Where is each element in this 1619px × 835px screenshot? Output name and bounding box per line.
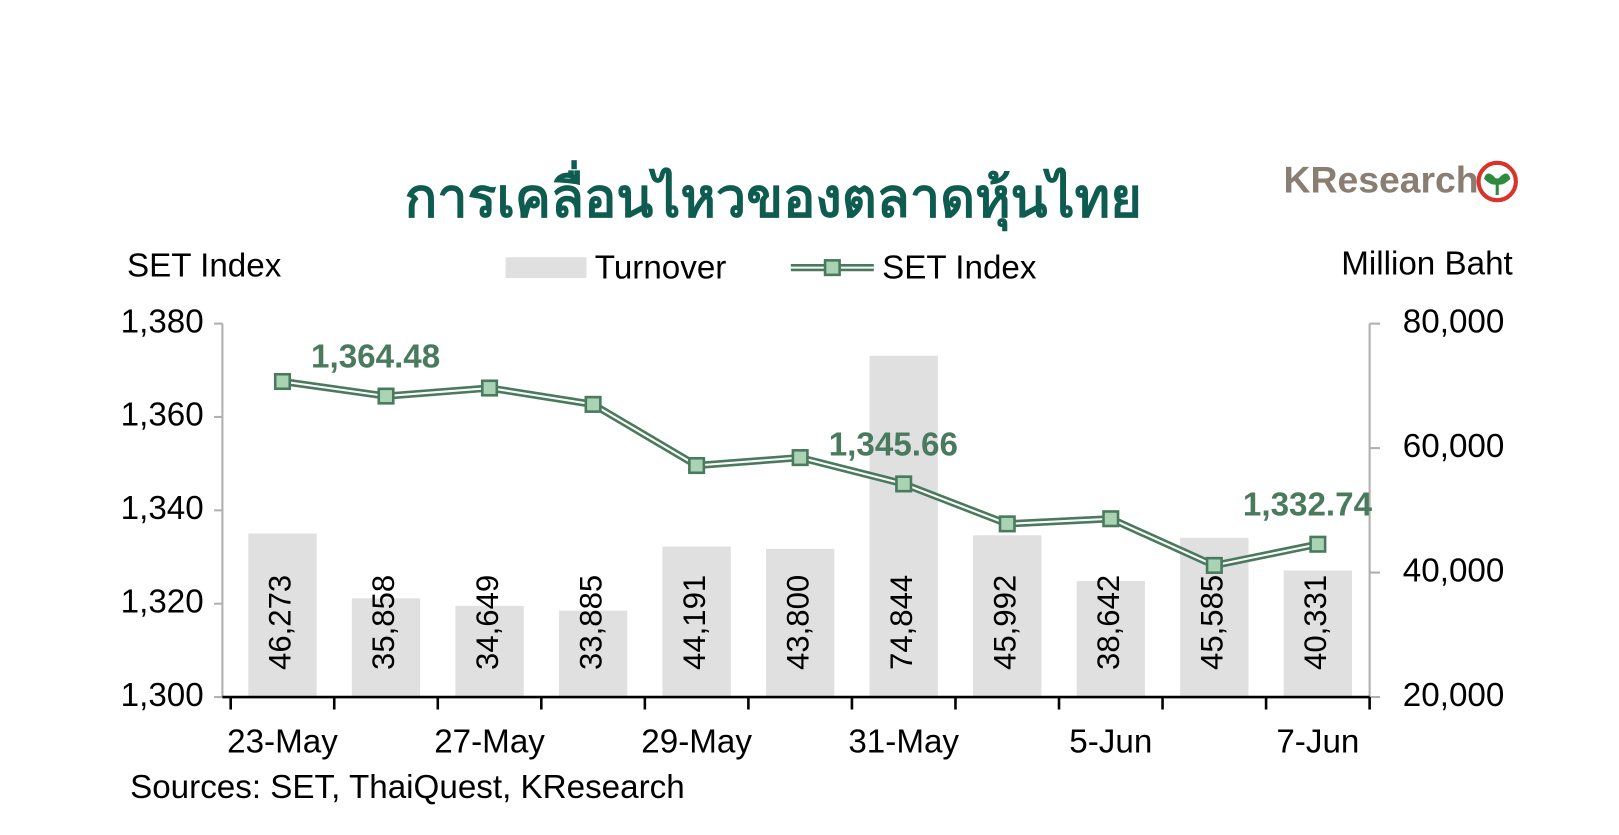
- marker: [1102, 510, 1120, 528]
- legend-label: Turnover: [595, 249, 727, 286]
- bar-value-label: 40,331: [1298, 575, 1333, 670]
- y2-tick-label: 80,000: [1403, 303, 1505, 340]
- bar-value-label: 44,191: [677, 575, 712, 670]
- logo-text: KResearch: [1284, 158, 1479, 200]
- y-tick-label: 1,340: [121, 490, 204, 527]
- line-value-label: 1,364.48: [311, 338, 440, 375]
- marker: [998, 515, 1016, 533]
- x-tick-label: 7-Jun: [1276, 723, 1359, 760]
- marker: [480, 379, 499, 397]
- y2-tick-label: 20,000: [1403, 677, 1505, 714]
- bar: [558, 610, 628, 698]
- marker: [273, 372, 292, 391]
- x-tick-label: 5-Jun: [1069, 723, 1152, 760]
- legend-swatch: [505, 257, 587, 278]
- bar-value-label: 74,844: [884, 575, 919, 670]
- bar-value-label: 43,800: [780, 575, 815, 670]
- y-tick-label: 1,360: [121, 397, 204, 434]
- marker: [688, 456, 706, 475]
- bar-value-label: 45,992: [987, 575, 1022, 670]
- logo: KResearch: [1284, 158, 1518, 203]
- line-value-label: 1,332.74: [1243, 487, 1373, 524]
- bar: [662, 546, 731, 698]
- bar-value-label: 45,585: [1195, 575, 1230, 670]
- y-tick-label: 1,300: [121, 677, 204, 714]
- y-axis-label: SET Index: [127, 247, 282, 284]
- marker: [584, 395, 602, 413]
- marker: [377, 387, 395, 405]
- marker: [895, 475, 913, 493]
- bar: [765, 548, 835, 698]
- marker: [791, 449, 809, 467]
- bar: [455, 605, 524, 698]
- y2-tick-label: 40,000: [1403, 552, 1505, 589]
- chart-title: การเคลื่อนไหวของตลาดหุ้นไทย: [405, 160, 1142, 232]
- marker: [1205, 556, 1223, 574]
- bar-value-label: 35,858: [366, 575, 401, 670]
- legend-marker: [823, 259, 841, 277]
- x-tick-label: 23-May: [227, 723, 338, 760]
- x-tick-label: 29-May: [641, 723, 752, 760]
- x-tick-label: 31-May: [848, 723, 959, 760]
- x-tick-label: 27-May: [434, 723, 545, 760]
- bar: [869, 355, 938, 698]
- y2-axis-label: Million Baht: [1341, 245, 1513, 282]
- y-tick-label: 1,320: [121, 583, 204, 620]
- logo-leaf: [1484, 173, 1511, 196]
- bar: [248, 533, 317, 698]
- source-note: Sources: SET, ThaiQuest, KResearch: [130, 769, 685, 806]
- legend-label: SET Index: [882, 249, 1037, 286]
- bar-value-label: 38,642: [1091, 575, 1126, 670]
- marker: [1309, 535, 1327, 553]
- bar: [351, 598, 421, 698]
- line-highlight: [282, 380, 1319, 567]
- y2-tick-label: 60,000: [1403, 428, 1505, 465]
- bar: [973, 535, 1042, 698]
- y-tick-label: 1,380: [121, 303, 204, 340]
- bar-value-label: 33,885: [573, 575, 608, 670]
- line-value-label: 1,345.66: [829, 426, 958, 463]
- bar-value-label: 46,273: [263, 575, 298, 670]
- bar: [1076, 581, 1145, 698]
- line: [281, 377, 1319, 570]
- bar: [1283, 570, 1353, 698]
- bar-value-label: 34,649: [470, 575, 505, 670]
